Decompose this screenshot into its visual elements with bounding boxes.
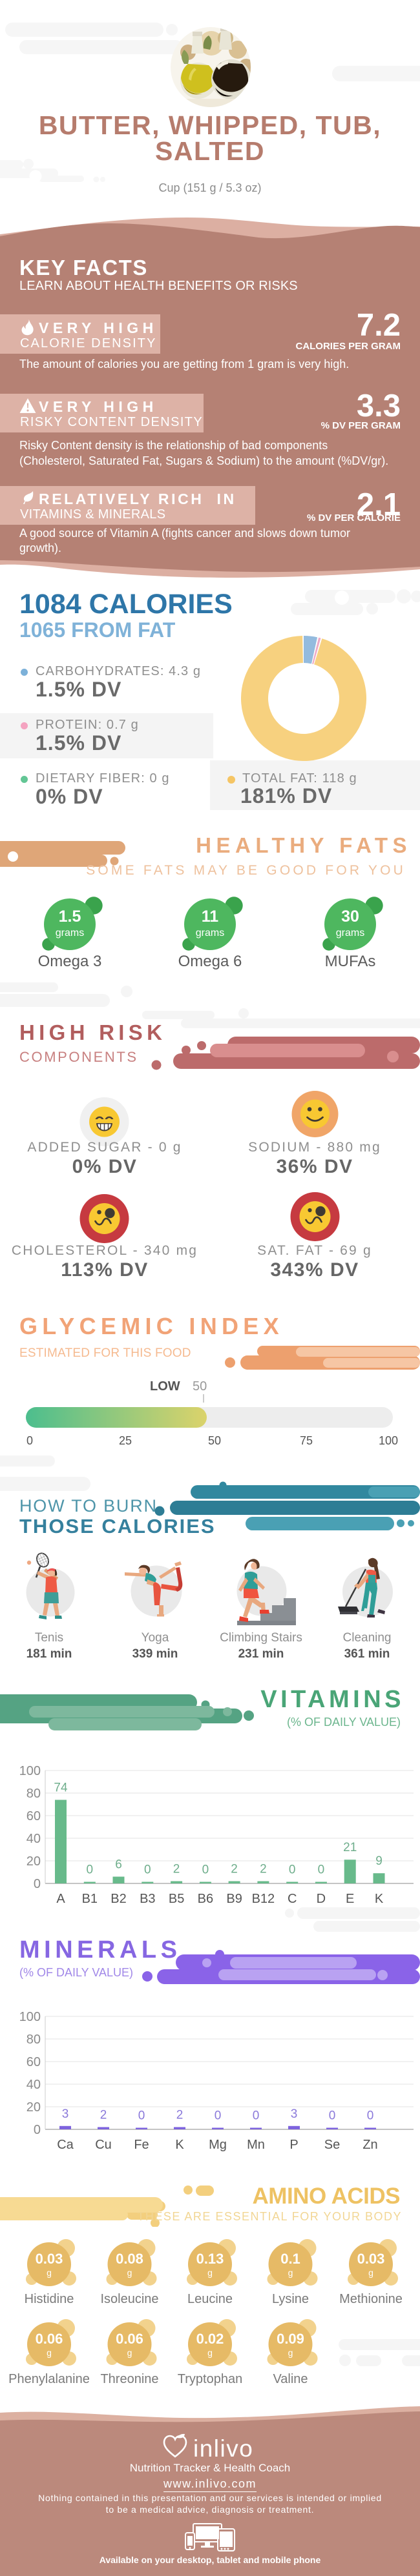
- svg-text:0: 0: [202, 1863, 209, 1877]
- svg-text:0.08: 0.08: [116, 2251, 143, 2267]
- svg-text:0.03: 0.03: [357, 2251, 385, 2267]
- svg-text:2: 2: [231, 1863, 238, 1876]
- svg-text:B1: B1: [82, 1892, 98, 1906]
- svg-text:g: g: [207, 2267, 213, 2278]
- svg-text:6: 6: [115, 1858, 122, 1872]
- svg-text:Histidine: Histidine: [25, 2292, 74, 2306]
- svg-text:0: 0: [34, 2123, 41, 2137]
- svg-text:Fe: Fe: [134, 2138, 149, 2152]
- svg-text:2: 2: [260, 1863, 267, 1876]
- svg-text:0.03: 0.03: [36, 2251, 63, 2267]
- svg-text:K: K: [175, 2138, 184, 2152]
- svg-text:B3: B3: [140, 1892, 155, 1906]
- svg-text:0: 0: [215, 2109, 222, 2123]
- svg-text:40: 40: [26, 1832, 41, 1846]
- svg-text:g: g: [207, 2348, 213, 2358]
- svg-text:Isoleucine: Isoleucine: [100, 2292, 158, 2306]
- svg-text:Threonine: Threonine: [100, 2372, 158, 2386]
- svg-text:9: 9: [375, 1854, 383, 1868]
- svg-text:2: 2: [176, 2109, 184, 2122]
- svg-text:Leucine: Leucine: [187, 2292, 233, 2306]
- svg-text:B9: B9: [226, 1892, 242, 1906]
- svg-text:C: C: [288, 1892, 297, 1906]
- svg-text:60: 60: [26, 2055, 41, 2069]
- svg-text:21: 21: [343, 1841, 357, 1854]
- svg-text:100: 100: [19, 2010, 41, 2024]
- svg-text:g: g: [288, 2267, 293, 2278]
- svg-text:P: P: [289, 2138, 298, 2152]
- svg-text:0: 0: [289, 1863, 296, 1877]
- svg-text:A: A: [56, 1892, 65, 1906]
- svg-text:E: E: [346, 1892, 354, 1906]
- svg-text:0.06: 0.06: [36, 2331, 63, 2347]
- svg-text:0: 0: [34, 1877, 41, 1891]
- svg-text:0: 0: [144, 1863, 151, 1877]
- svg-text:0.06: 0.06: [116, 2331, 143, 2347]
- svg-text:100: 100: [19, 1764, 41, 1778]
- svg-text:Se: Se: [324, 2138, 340, 2152]
- svg-text:Zn: Zn: [362, 2138, 377, 2152]
- svg-text:40: 40: [26, 2078, 41, 2092]
- svg-text:0: 0: [87, 1863, 94, 1877]
- svg-text:Methionine: Methionine: [339, 2292, 403, 2306]
- svg-text:2: 2: [100, 2109, 107, 2122]
- svg-text:0: 0: [367, 2109, 374, 2123]
- svg-text:20: 20: [26, 1854, 41, 1869]
- svg-text:Valine: Valine: [273, 2372, 308, 2386]
- svg-text:Phenylalanine: Phenylalanine: [8, 2372, 90, 2386]
- svg-text:0: 0: [329, 2109, 336, 2123]
- svg-text:B5: B5: [169, 1892, 184, 1906]
- svg-text:B6: B6: [198, 1892, 213, 1906]
- svg-text:Lysine: Lysine: [272, 2292, 309, 2306]
- svg-text:Mn: Mn: [247, 2138, 265, 2152]
- svg-text:74: 74: [54, 1781, 68, 1795]
- svg-text:0.09: 0.09: [277, 2331, 304, 2347]
- svg-text:g: g: [127, 2267, 132, 2278]
- svg-text:D: D: [317, 1892, 326, 1906]
- svg-text:0: 0: [253, 2109, 260, 2123]
- svg-text:g: g: [47, 2267, 52, 2278]
- svg-text:K: K: [375, 1892, 384, 1906]
- svg-text:0.1: 0.1: [280, 2251, 300, 2267]
- svg-text:Mg: Mg: [209, 2138, 227, 2152]
- svg-text:Tryptophan: Tryptophan: [178, 2372, 242, 2386]
- svg-text:3: 3: [291, 2107, 298, 2121]
- svg-text:80: 80: [26, 1787, 41, 1801]
- svg-text:80: 80: [26, 2033, 41, 2047]
- svg-text:g: g: [368, 2267, 373, 2278]
- svg-text:0: 0: [138, 2109, 145, 2123]
- svg-text:g: g: [47, 2348, 52, 2358]
- svg-text:0.02: 0.02: [196, 2331, 224, 2347]
- svg-text:Ca: Ca: [57, 2138, 74, 2152]
- svg-text:0.13: 0.13: [196, 2251, 224, 2267]
- svg-text:B12: B12: [252, 1892, 275, 1906]
- svg-text:g: g: [288, 2348, 293, 2358]
- svg-text:3: 3: [62, 2107, 69, 2121]
- svg-text:0: 0: [318, 1863, 325, 1877]
- svg-text:B2: B2: [110, 1892, 126, 1906]
- svg-text:60: 60: [26, 1809, 41, 1823]
- svg-text:g: g: [127, 2348, 132, 2358]
- svg-text:Cu: Cu: [95, 2138, 112, 2152]
- svg-text:20: 20: [26, 2100, 41, 2115]
- svg-text:2: 2: [173, 1863, 180, 1876]
